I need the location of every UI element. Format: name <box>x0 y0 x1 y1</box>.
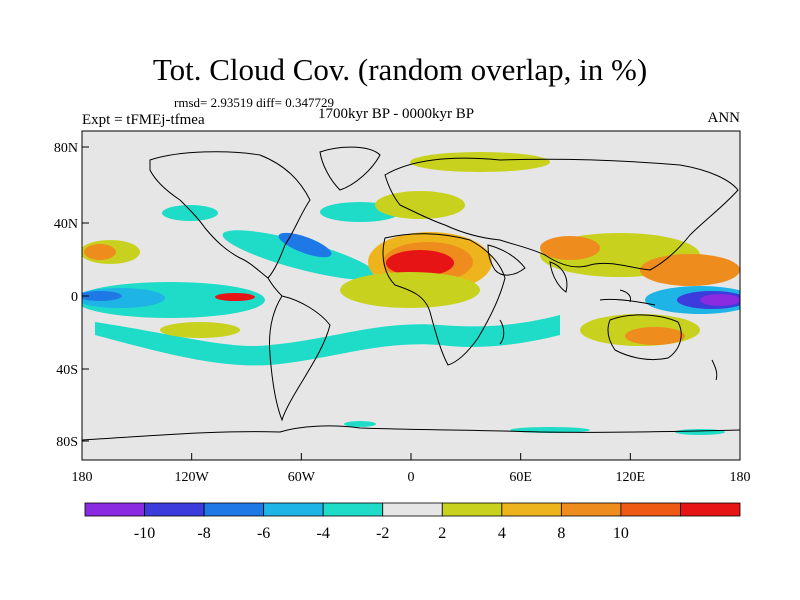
anomaly-yellow-south-pacific <box>160 322 240 338</box>
coastline-south-america <box>269 295 331 422</box>
colorbar-swatch <box>322 502 384 517</box>
anomaly-orange-np-east <box>84 244 116 260</box>
lat-tick-label: 40S <box>56 363 78 378</box>
colorbar-swatch <box>620 502 681 517</box>
anomaly-yellow-north-atl <box>375 191 465 219</box>
coastline-central-america <box>267 277 283 297</box>
lat-tick-label: 80S <box>56 435 78 450</box>
lon-tick-label: 60W <box>288 470 316 485</box>
coastline-antarctica <box>82 425 740 441</box>
chart-title: Tot. Cloud Cov. (random overlap, in %) <box>152 52 648 87</box>
colorbar-label: 4 <box>498 525 506 542</box>
coastline-africa <box>382 233 506 366</box>
coastline-indonesia <box>599 289 656 306</box>
experiment-label: Expt = tFMEj-tfmea <box>82 112 205 128</box>
colorbar: -10 -8 -6 -4 -2 2 4 8 10 <box>84 502 741 542</box>
anomaly-darkblue-epacific <box>82 291 122 301</box>
colorbar-swatch <box>382 502 443 517</box>
coastline-greenland <box>319 146 381 191</box>
lon-tick-label: 120W <box>175 470 210 485</box>
anomaly-cyan-antarctic-1 <box>344 421 376 427</box>
longitude-axis: 180 120W 60W 0 60E 120E 180 <box>72 453 751 485</box>
map-area <box>81 130 741 461</box>
lon-tick-label: 60E <box>509 470 532 485</box>
colorbar-swatch <box>560 502 622 517</box>
period-label: 1700kyr BP - 0000kyr BP <box>318 106 475 122</box>
coastline-north-america <box>149 151 311 279</box>
anomaly-red-tropical-atl <box>215 293 255 301</box>
coastline-arabia <box>487 244 526 276</box>
colorbar-label: -2 <box>376 525 389 542</box>
colorbar-label: 2 <box>438 525 446 542</box>
coastlines <box>82 146 740 441</box>
anomaly-cyan-antarctic-3 <box>675 429 725 435</box>
anomaly-yellow-arctic <box>410 152 550 172</box>
colorbar-swatch <box>501 502 562 517</box>
anomaly-orange-australia <box>625 327 685 345</box>
anomaly-orange-wpacific <box>640 254 740 286</box>
latitude-axis: 80N 40N 0 40S 80S <box>54 141 89 450</box>
colorbar-label: -6 <box>257 525 270 542</box>
stats-line: rmsd= 2.93519 diff= 0.347729 <box>174 95 334 110</box>
coastline-india <box>549 261 568 293</box>
colorbar-label: -10 <box>134 525 155 542</box>
lon-tick-label: 180 <box>72 470 93 485</box>
anomaly-cyan-npacific <box>222 230 378 280</box>
colorbar-swatch <box>84 502 145 517</box>
colorbar-label: 10 <box>613 525 629 542</box>
colorbar-swatch <box>441 502 503 517</box>
lat-tick-label: 0 <box>71 290 78 305</box>
colorbar-label: -8 <box>197 525 210 542</box>
colorbar-label: 8 <box>557 525 565 542</box>
anomaly-blue-ne-pacific <box>278 232 332 258</box>
colorbar-label: -4 <box>317 525 330 542</box>
coastline-madagascar <box>499 319 505 345</box>
anomaly-orange-asia <box>540 236 600 260</box>
anomaly-cyan-npacific-w <box>162 205 218 221</box>
anomaly-cyan-south-band <box>95 315 560 366</box>
lat-tick-label: 80N <box>54 141 78 156</box>
colorbar-swatch <box>144 502 205 517</box>
lon-tick-label: 0 <box>408 470 415 485</box>
lat-tick-label: 40N <box>54 217 78 232</box>
anomaly-yellow-africa <box>340 272 480 308</box>
season-label: ANN <box>707 110 741 126</box>
anomaly-field <box>82 152 740 435</box>
anomaly-red-sahara <box>386 250 454 276</box>
colorbar-swatch <box>263 502 324 517</box>
coastline-new-zealand <box>711 359 718 381</box>
coastline-eurasia <box>384 157 739 271</box>
lon-tick-label: 180 <box>730 470 751 485</box>
colorbar-swatch <box>203 502 265 517</box>
lon-tick-label: 120E <box>616 470 646 485</box>
coastline-australia <box>607 314 682 361</box>
colorbar-swatch <box>680 502 741 517</box>
anomaly-purple-wpacific <box>700 294 740 306</box>
